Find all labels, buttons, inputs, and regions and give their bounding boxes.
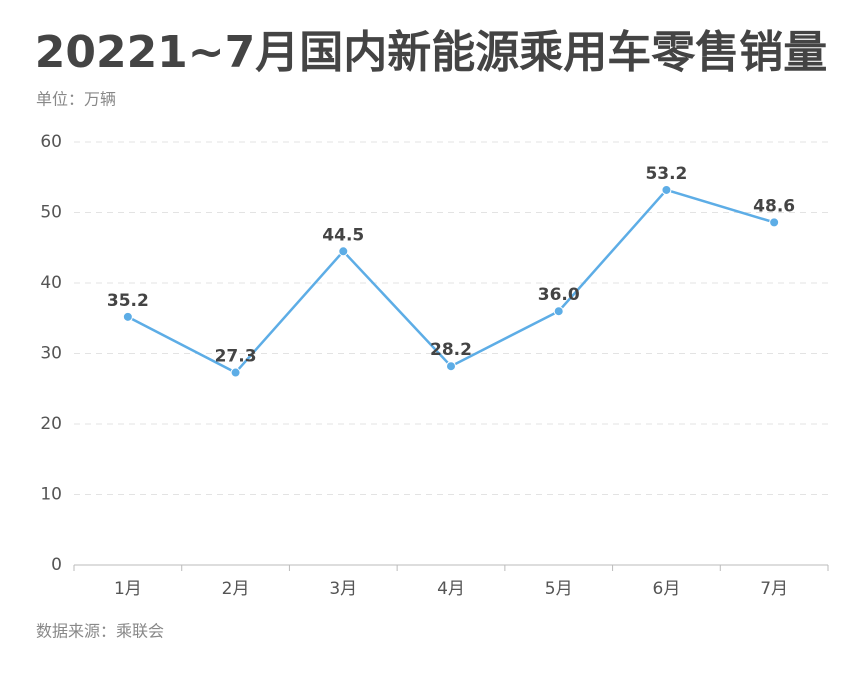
data-label: 28.2 <box>430 340 472 360</box>
x-tick-label: 1月 <box>114 579 142 599</box>
data-label: 44.5 <box>322 225 364 245</box>
unit-label: 单位：万辆 <box>36 90 116 109</box>
x-tick-label: 7月 <box>760 579 788 599</box>
y-tick-label: 20 <box>40 414 62 434</box>
y-tick-label: 0 <box>51 555 62 575</box>
data-label: 35.2 <box>107 291 149 311</box>
y-tick-label: 60 <box>40 132 62 152</box>
data-label: 48.6 <box>753 196 795 216</box>
source-label: 数据来源：乘联会 <box>36 622 164 641</box>
x-tick-label: 5月 <box>545 579 573 599</box>
point <box>769 217 780 228</box>
chart-title: 20221~7月国内新能源乘用车零售销量 <box>35 27 828 78</box>
x-tick-label: 4月 <box>437 579 465 599</box>
x-tick-label: 6月 <box>653 579 681 599</box>
point <box>338 246 349 257</box>
data-label: 53.2 <box>645 164 687 184</box>
point <box>553 306 564 317</box>
data-label: 27.3 <box>215 347 257 367</box>
y-tick-label: 40 <box>40 273 62 293</box>
point <box>661 184 672 195</box>
data-label: 36.0 <box>538 285 580 305</box>
x-tick-label: 3月 <box>329 579 357 599</box>
y-tick-label: 50 <box>40 203 62 223</box>
y-tick-label: 10 <box>40 485 62 505</box>
point <box>122 311 133 322</box>
point <box>230 367 241 378</box>
point <box>446 361 456 372</box>
x-tick-label: 2月 <box>222 579 250 599</box>
y-tick-label: 30 <box>40 344 62 364</box>
